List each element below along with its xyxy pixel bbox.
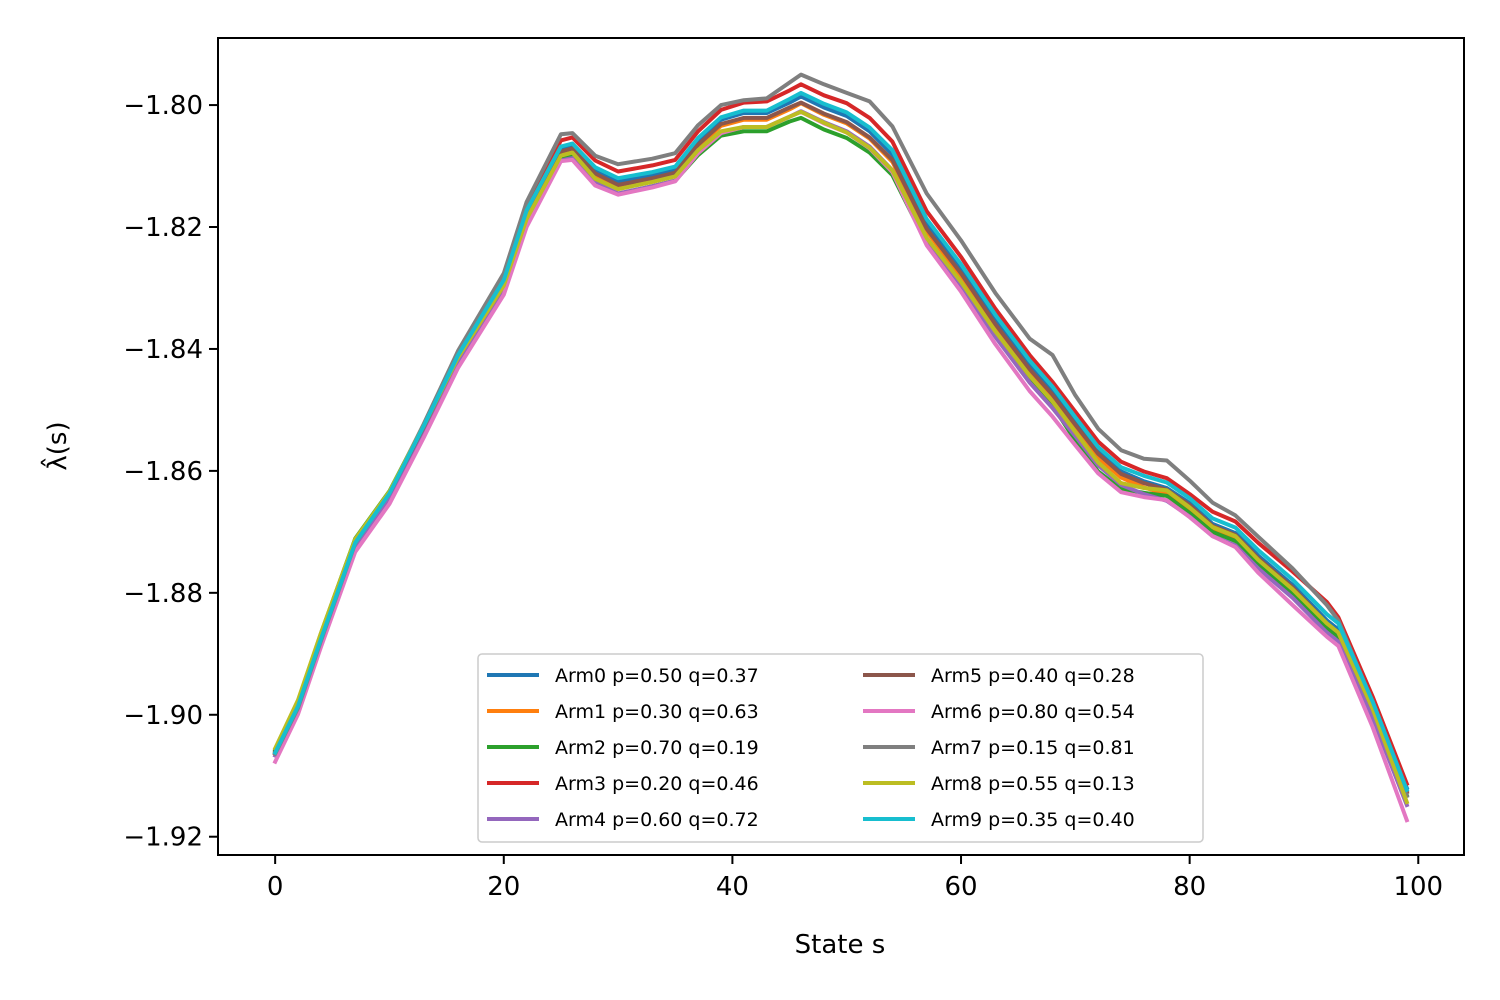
legend-label-arm7: Arm7 p=0.15 q=0.81 [931,737,1135,759]
y-tick-label: −1.82 [123,213,203,243]
y-tick-label: −1.90 [123,701,203,731]
legend: Arm0 p=0.50 q=0.37 Arm1 p=0.30 q=0.63 Arm2… [477,653,1204,843]
x-tick-label: 100 [1393,872,1443,902]
x-tick-label: 80 [1173,872,1206,902]
y-tick-label: −1.84 [123,335,203,365]
series-line-arm7 [272,72,1410,799]
x-axis: 0 20 40 60 80 100 [267,855,1443,902]
series-layer [272,72,1410,823]
legend-label-arm8: Arm8 p=0.55 q=0.13 [931,773,1135,795]
plot-frame [217,37,1465,856]
y-tick-label: −1.80 [123,91,203,121]
legend-label-arm5: Arm5 p=0.40 q=0.28 [931,665,1135,687]
x-tick-label: 20 [487,872,520,902]
y-axis: −1.80 −1.82 −1.84 −1.86 −1.88 −1.90 −1.92 [123,91,218,853]
y-axis-label: λ̂(s) [39,421,73,470]
legend-label-arm6: Arm6 p=0.80 q=0.54 [931,701,1135,723]
series-line-arm9 [272,90,1410,793]
legend-label-arm3: Arm3 p=0.20 q=0.46 [555,773,759,795]
y-tick-label: −1.92 [123,823,203,853]
legend-label-arm2: Arm2 p=0.70 q=0.19 [555,737,759,759]
y-tick-label: −1.88 [123,579,203,609]
legend-label-arm0: Arm0 p=0.50 q=0.37 [555,665,759,687]
y-tick-label: −1.86 [123,457,203,487]
x-tick-label: 0 [267,872,284,902]
x-axis-label: State s [795,930,886,960]
legend-box [477,653,1204,843]
legend-label-arm9: Arm9 p=0.35 q=0.40 [931,809,1135,831]
legend-label-arm4: Arm4 p=0.60 q=0.72 [555,809,759,831]
x-tick-label: 40 [716,872,749,902]
legend-label-arm1: Arm1 p=0.30 q=0.63 [555,701,759,723]
x-tick-label: 60 [944,872,977,902]
